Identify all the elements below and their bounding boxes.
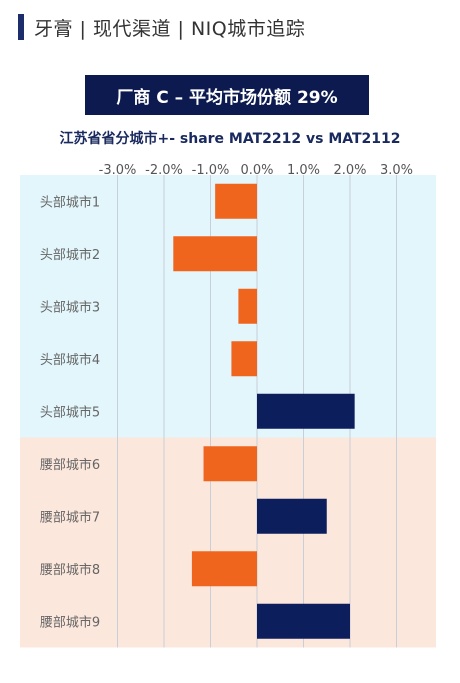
category-label: 腰部城市9 bbox=[40, 614, 100, 630]
x-tick-label: 2.0% bbox=[333, 163, 366, 178]
category-label: 头部城市4 bbox=[40, 352, 100, 368]
page-title: 牙膏 | 现代渠道 | NIQ城市追踪 bbox=[34, 17, 306, 40]
bar bbox=[257, 393, 355, 429]
category-label: 腰部城市8 bbox=[40, 562, 100, 578]
category-label: 头部城市3 bbox=[40, 299, 100, 315]
bar bbox=[203, 446, 257, 482]
x-tick-label: -2.0% bbox=[145, 163, 183, 178]
bar bbox=[238, 288, 257, 324]
bar bbox=[231, 341, 257, 377]
x-tick-label: 0.0% bbox=[240, 163, 273, 178]
x-tick-label: -3.0% bbox=[99, 163, 137, 178]
bar bbox=[215, 183, 257, 219]
x-tick-label: -1.0% bbox=[192, 163, 230, 178]
category-label: 头部城市1 bbox=[40, 194, 100, 210]
x-tick-label: 1.0% bbox=[287, 163, 320, 178]
bar bbox=[191, 551, 257, 587]
header: 牙膏 | 现代渠道 | NIQ城市追踪 bbox=[18, 14, 305, 40]
bar bbox=[173, 236, 257, 272]
bar bbox=[257, 498, 327, 534]
category-label: 头部城市2 bbox=[40, 247, 100, 263]
header-accent-bar bbox=[18, 14, 24, 40]
chart-title: 江苏省省分城市+- share MAT2212 vs MAT2112 bbox=[59, 131, 401, 147]
category-label: 头部城市5 bbox=[40, 404, 100, 420]
x-tick-label: 3.0% bbox=[380, 163, 413, 178]
category-label: 腰部城市7 bbox=[40, 509, 100, 525]
category-label: 腰部城市6 bbox=[40, 457, 100, 473]
chart-banner: 厂商 C – 平均市场份额 29% bbox=[85, 75, 369, 115]
bar bbox=[257, 603, 350, 639]
